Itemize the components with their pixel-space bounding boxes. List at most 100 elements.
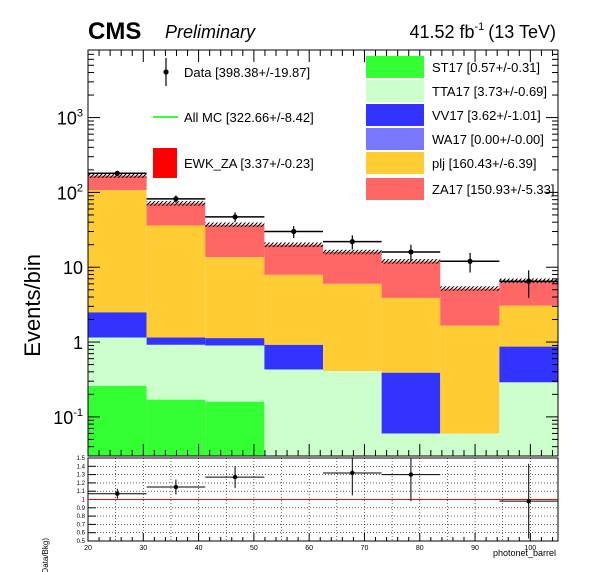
legend-label-tta17: TTA17 [3.73+/-0.69] — [432, 84, 547, 99]
legend-label-za17: ZA17 [150.93+/-5.33] — [432, 182, 555, 197]
energy-label: (13 TeV) — [488, 22, 556, 42]
legend-data-label: Data [398.38+/-19.87] — [184, 65, 310, 80]
data-point-7 — [526, 278, 532, 284]
legend-label-vv17: VV17 [3.62+/-1.01] — [432, 108, 541, 123]
bar-tta17-bin-3 — [264, 369, 323, 456]
bar-vv17-bin-3 — [264, 344, 323, 370]
y-tick-base: 10 — [57, 183, 77, 203]
x-tick-label: 30 — [139, 545, 147, 552]
bar-plj-bin-2 — [205, 257, 265, 339]
ratio-tick-label: 1.5 — [77, 456, 86, 462]
x-tick-label: 60 — [305, 545, 313, 552]
legend-label-st17: ST17 [0.57+/-0.31] — [432, 60, 540, 75]
legend-swatch-za17 — [366, 178, 424, 200]
y-tick-base: 10 — [57, 109, 77, 129]
bar-za17-bin-6 — [440, 288, 500, 326]
ratio-tick-label: 1.4 — [77, 464, 86, 470]
ratio-y-axis-title: (Data/Bkg) — [41, 538, 50, 572]
data-point-6 — [467, 258, 473, 264]
bar-plj-bin-7 — [499, 305, 558, 347]
mc-uncertainty-bin-5 — [381, 259, 441, 264]
y-tick-label: 1 — [73, 333, 83, 353]
ratio-point-0 — [115, 491, 120, 496]
y-tick-label: 10 — [63, 258, 83, 278]
bar-plj-bin-3 — [264, 274, 323, 345]
legend-label-wa17: WA17 [0.00+/-0.00] — [432, 132, 544, 147]
bar-tta17-bin-1 — [146, 344, 206, 400]
ratio-point-7 — [526, 498, 531, 504]
x-tick-label: 20 — [84, 545, 92, 552]
ratio-tick-label: 1.3 — [77, 473, 86, 479]
legend — [153, 56, 424, 200]
bar-vv17-bin-5 — [381, 372, 441, 434]
legend-ewk-label: EWK_ZA [3.37+/-0.23] — [184, 156, 314, 171]
ratio-point-1 — [173, 484, 179, 490]
legend-swatch-plj — [366, 152, 424, 174]
y-tick-label: 102 — [57, 182, 83, 203]
bar-tta17-bin-4 — [323, 371, 382, 456]
lumi-label: 41.52 fb-1 (13 TeV) — [409, 21, 556, 42]
bar-tta17-bin-2 — [205, 345, 265, 402]
x-tick-label: 100 — [525, 545, 537, 552]
bar-tta17-bin-0 — [88, 337, 147, 386]
cms-label: CMS — [88, 18, 141, 45]
y-tick-exponent: 2 — [77, 182, 83, 194]
bar-vv17-bin-7 — [499, 346, 558, 383]
bar-tta17-bin-7 — [499, 382, 558, 456]
y-tick-base: 10 — [53, 408, 73, 428]
y-tick-label: 10-1 — [53, 407, 83, 428]
bar-plj-bin-6 — [440, 325, 500, 434]
ratio-tick-label: 0.5 — [77, 539, 86, 545]
bar-za17-bin-2 — [205, 225, 265, 258]
bar-st17-bin-1 — [146, 399, 206, 456]
mc-uncertainty-bin-1 — [146, 201, 206, 206]
ratio-tick-label: 0.6 — [77, 531, 86, 537]
x-tick-label: 90 — [471, 545, 479, 552]
y-tick-exponent: 3 — [77, 108, 83, 120]
ratio-tick-label: 1.2 — [77, 481, 86, 487]
x-tick-label: 70 — [361, 545, 369, 552]
ratio-point-4 — [350, 470, 355, 476]
y-tick-base: 1 — [73, 333, 83, 353]
ratio-tick-label: 1.1 — [77, 489, 86, 495]
bar-za17-bin-1 — [146, 203, 206, 226]
bar-za17-bin-0 — [88, 175, 147, 191]
ratio-tick-label: 0.9 — [77, 506, 86, 512]
x-tick-label: 50 — [250, 545, 258, 552]
mc-uncertainty-bin-4 — [323, 249, 382, 255]
legend-swatch-vv17 — [366, 104, 424, 126]
ratio-point-2 — [232, 474, 238, 480]
x-tick-label: 40 — [195, 545, 203, 552]
legend-swatch-tta17 — [366, 80, 424, 102]
main-frame — [87, 49, 559, 457]
legend-allmc-label: All MC [322.66+/-8.42] — [184, 110, 314, 125]
bar-plj-bin-4 — [323, 283, 382, 372]
mc-uncertainty-bin-6 — [440, 286, 500, 291]
data-point-5 — [408, 249, 414, 255]
bar-st17-bin-2 — [205, 401, 265, 456]
bar-vv17-bin-0 — [88, 312, 147, 338]
x-tick-label: 80 — [416, 545, 424, 552]
lumi-exponent: -1 — [475, 21, 485, 33]
y-tick-label: 103 — [57, 108, 83, 129]
legend-ewk-swatch — [153, 148, 177, 178]
bar-st17-bin-0 — [88, 385, 147, 456]
bar-za17-bin-4 — [323, 251, 382, 284]
ratio-tick-label: 0.8 — [77, 514, 86, 520]
x-axis-title: photonet_barrel — [493, 548, 556, 558]
bar-tta17-bin-6 — [440, 433, 500, 456]
bar-za17-bin-5 — [381, 261, 441, 298]
legend-swatch-wa17 — [366, 128, 424, 150]
data-point-4 — [349, 239, 355, 245]
ratio-tick-label: 0.7 — [77, 522, 86, 528]
bar-plj-bin-5 — [381, 297, 441, 373]
legend-swatch-st17 — [366, 56, 424, 78]
y-tick-exponent: -1 — [73, 407, 83, 419]
mc-uncertainty-bin-2 — [205, 222, 265, 228]
data-point-1 — [173, 196, 179, 202]
bar-vv17-bin-2 — [205, 338, 265, 346]
data-point-2 — [232, 214, 238, 220]
data-point-3 — [291, 228, 297, 235]
